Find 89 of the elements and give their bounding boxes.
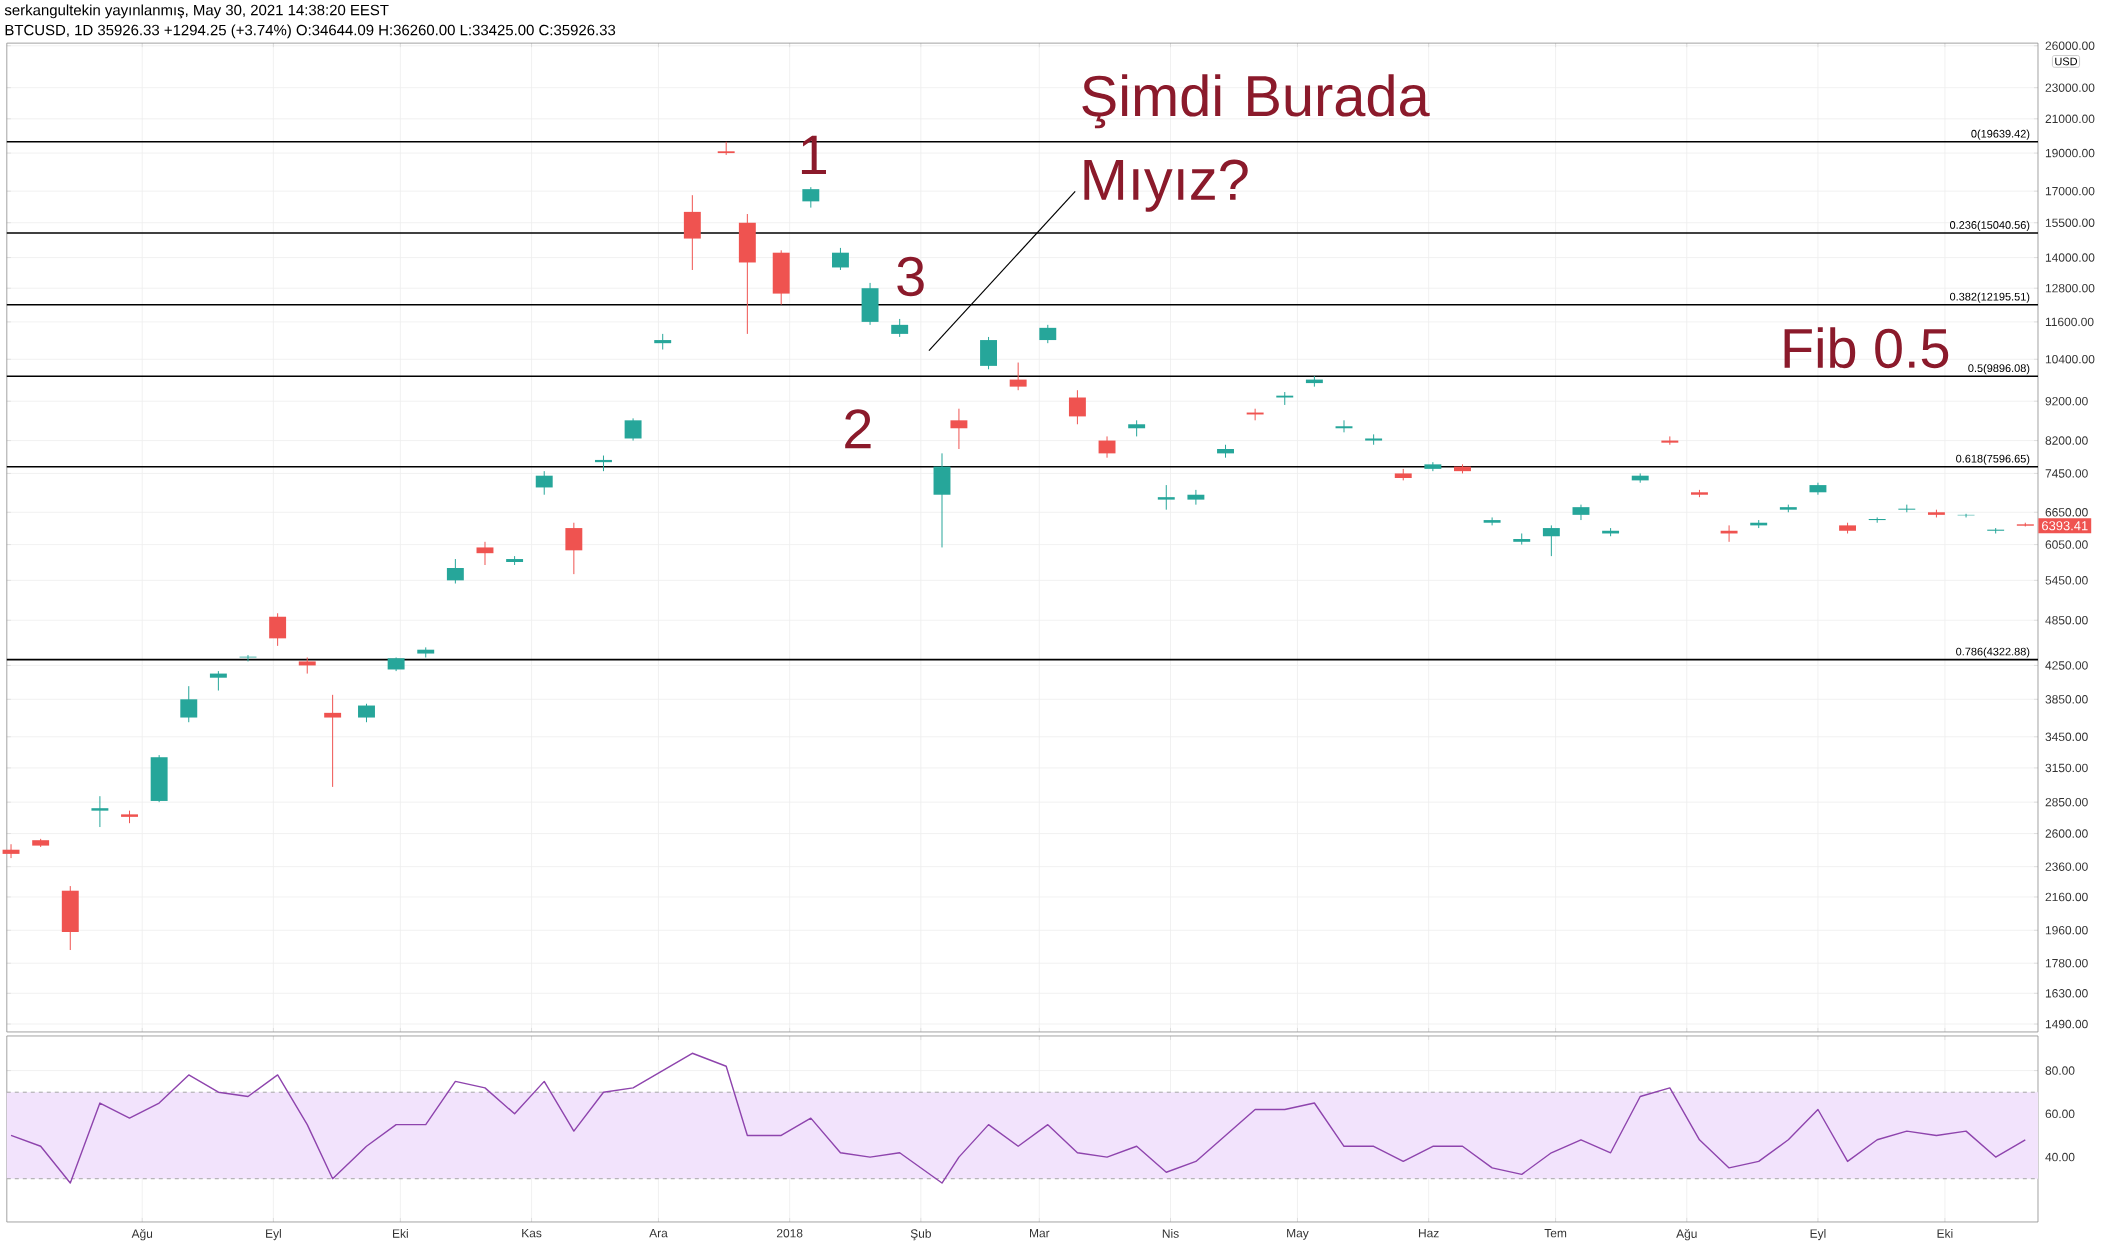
annotation: Şimdi Burada Mıyız? <box>1082 74 1430 212</box>
y-tick-label: 1490.00 <box>2045 1019 2088 1029</box>
candlestick <box>891 318 909 338</box>
candlestick <box>831 247 849 271</box>
y-tick-label: 26000.00 <box>2045 41 2095 50</box>
y-tick-label: 60.00 <box>2045 1109 2075 1119</box>
candlestick <box>1542 524 1560 557</box>
candlestick <box>358 703 375 723</box>
y-tick-label: 2600.00 <box>2045 829 2088 838</box>
candlestick <box>324 694 342 788</box>
y-tick-label: 8200.00 <box>2045 436 2088 445</box>
y-tick-label: 14000.00 <box>2045 253 2095 262</box>
y-tick-label: 1780.00 <box>2045 958 2088 968</box>
candlestick <box>2 843 20 859</box>
y-tick-label: 12800.00 <box>2045 283 2095 293</box>
candlestick <box>565 522 583 575</box>
x-tick-label: Eki <box>393 1229 408 1238</box>
y-tick-label: 4250.00 <box>2045 661 2088 670</box>
y-tick-label: 1960.00 <box>2045 926 2088 935</box>
annotation: 1 <box>801 135 826 175</box>
y-tick-label: 2360.00 <box>2045 862 2088 871</box>
candlestick <box>1009 362 1027 391</box>
candlestick <box>535 470 553 496</box>
x-tick-label: Kas <box>522 1229 542 1238</box>
candlestick <box>1335 419 1353 433</box>
chart-subtitle: BTCUSD, 1D 35926.33 +1294.25 (+3.74%) O:34644.09 H:36260.00 L:33425.00 C:35926.33 <box>5 24 616 39</box>
y-tick-label: 17000.00 <box>2045 186 2095 196</box>
candlestick <box>1068 389 1086 425</box>
ref-line-label: 0.236(15040.56) <box>1950 220 2030 232</box>
x-tick-label: Tem <box>1544 1229 1567 1238</box>
annotation: Fib 0.5 <box>1784 327 1949 369</box>
y-axis-title: USD <box>2055 57 2078 66</box>
y-tick-label: 19000.00 <box>2045 148 2095 158</box>
y-tick-label: 6650.00 <box>2045 508 2088 517</box>
ref-line-label: 0.786(4322.88) <box>1956 647 2030 658</box>
ref-line-label: 0.382(12195.51) <box>1950 292 2030 303</box>
candlestick <box>209 670 227 692</box>
candlestick <box>269 612 287 647</box>
candlestick <box>1157 484 1175 511</box>
x-tick-label: Ağu <box>131 1229 153 1241</box>
x-tick-label: Nis <box>1162 1229 1179 1238</box>
x-tick-label: Eyl <box>1810 1229 1826 1241</box>
x-tick-label: Eki <box>1937 1229 1953 1238</box>
candlestick <box>1572 504 1590 521</box>
y-tick-label: 11600.00 <box>2045 317 2094 327</box>
annotation: 2 <box>845 409 871 449</box>
ref-line-label: 0(19639.42) <box>1971 129 2030 140</box>
x-tick-label: May <box>1287 1229 1309 1240</box>
candlestick <box>91 795 109 828</box>
y-tick-label: 15500.00 <box>2045 218 2095 227</box>
candlestick <box>950 408 968 450</box>
y-tick-label: 9200.00 <box>2045 396 2088 406</box>
x-tick-label: 2018 <box>776 1229 803 1238</box>
chart-title: serkangultekin yayınlanmış, May 30, 2021 14:38:20 EEST <box>4 4 389 19</box>
candlestick <box>1868 516 1886 524</box>
y-tick-label: 40.00 <box>2045 1152 2075 1162</box>
candlestick <box>1483 516 1501 526</box>
y-tick-label: 21000.00 <box>2045 114 2095 124</box>
y-tick-label: 3150.00 <box>2045 763 2088 773</box>
y-tick-label: 3850.00 <box>2045 695 2088 704</box>
ref-line-label: 0.5(9896.08) <box>1968 364 2030 375</box>
y-tick-label: 3450.00 <box>2045 732 2088 742</box>
y-tick-label: 23000.00 <box>2045 83 2095 92</box>
y-tick-label: 6050.00 <box>2045 540 2088 549</box>
annotation: 3 <box>897 256 924 297</box>
y-tick-label: 80.00 <box>2045 1066 2075 1075</box>
x-tick-label: Mar <box>1030 1229 1050 1238</box>
candlestick <box>1039 324 1057 344</box>
x-tick-label: Haz <box>1418 1229 1439 1238</box>
y-tick-label: 1630.00 <box>2045 989 2088 998</box>
y-tick-label: 2160.00 <box>2045 892 2088 902</box>
candlestick <box>624 417 642 442</box>
ref-line-label: 0.618(7596.65) <box>1956 454 2030 465</box>
y-tick-label: 7450.00 <box>2045 469 2088 478</box>
x-tick-label: Eyl <box>266 1229 281 1241</box>
text: 6393.41 <box>2042 521 2088 531</box>
line-series <box>10 1052 2026 1184</box>
y-tick-label: 4850.00 <box>2045 616 2088 625</box>
x-tick-label: Şub <box>910 1229 931 1241</box>
x-tick-label: Ağu <box>1676 1229 1697 1241</box>
x-tick-label: Ara <box>649 1229 668 1238</box>
y-tick-label: 10400.00 <box>2045 355 2095 364</box>
candlestick <box>802 186 820 209</box>
candlestick <box>476 541 494 566</box>
candlestick <box>1187 489 1205 506</box>
candlestick <box>180 685 198 723</box>
candlestick <box>446 558 464 584</box>
y-tick-label: 5450.00 <box>2045 576 2088 585</box>
y-tick-label: 2850.00 <box>2045 797 2088 807</box>
